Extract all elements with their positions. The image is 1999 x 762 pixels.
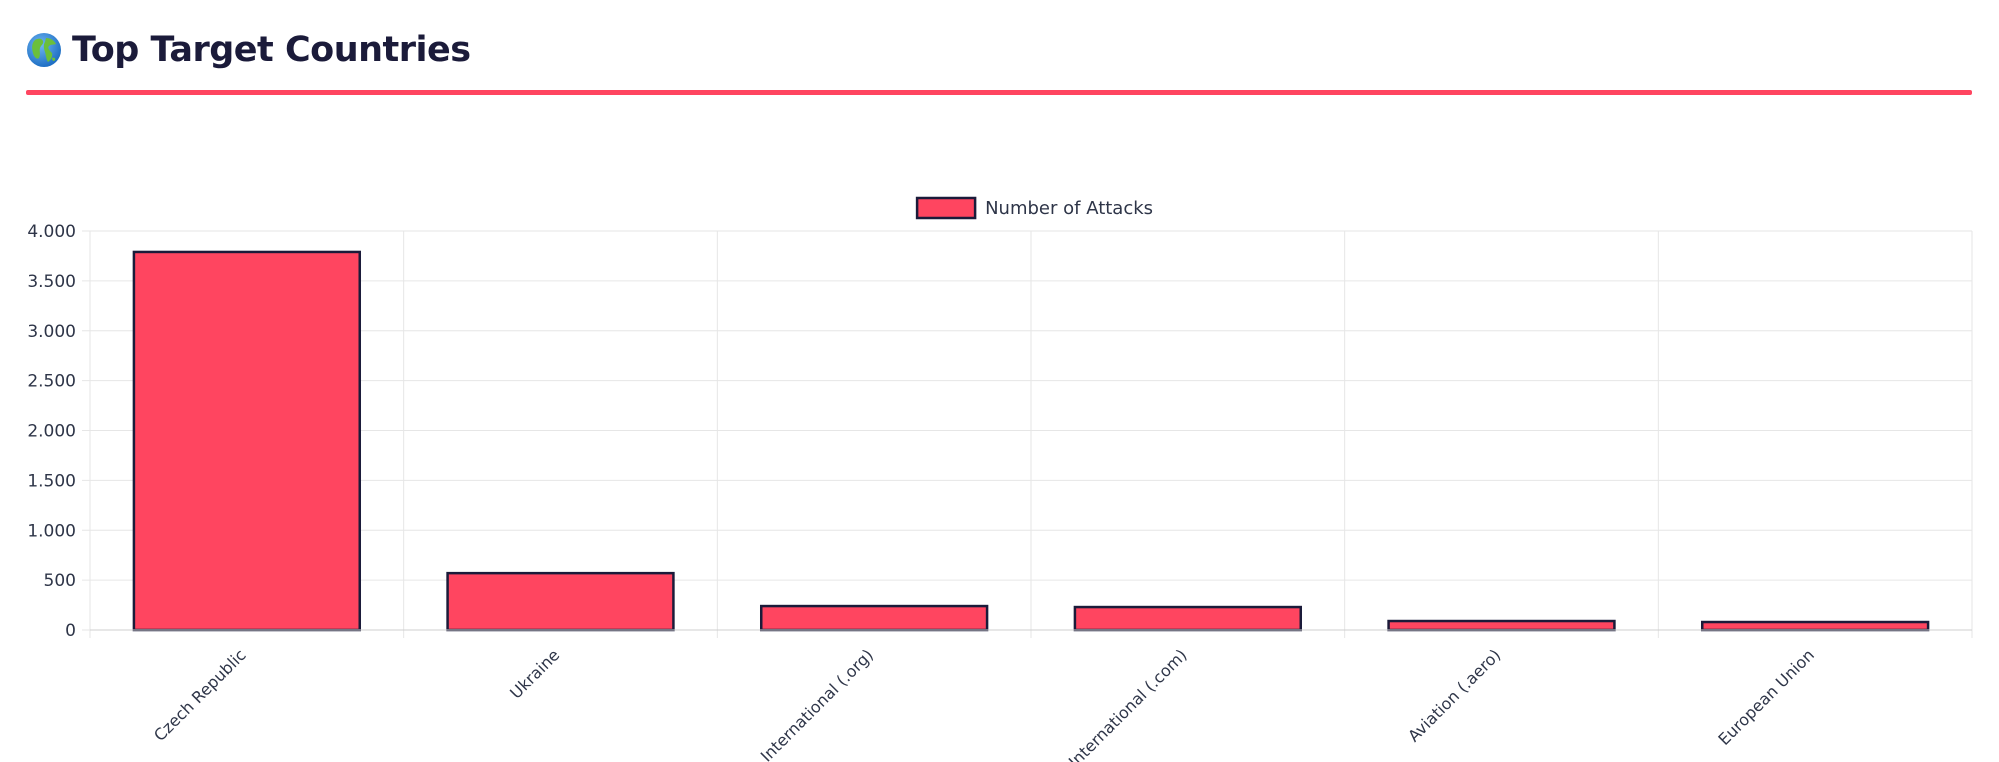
- bar: [1387, 619, 1616, 632]
- bar: [446, 571, 675, 632]
- legend-label: Number of Attacks: [985, 198, 1153, 219]
- page-title: Top Target Countries: [72, 30, 471, 70]
- y-tick-label: 3.000: [27, 322, 76, 342]
- bar: [132, 250, 362, 632]
- y-tick-label: 2.500: [27, 372, 76, 392]
- y-tick-label: 0: [65, 621, 76, 641]
- globe-icon: [27, 33, 61, 67]
- y-tick-label: 3.500: [27, 272, 76, 292]
- x-tick-label: Aviation (.aero): [1404, 645, 1504, 745]
- y-tick-label: 500: [44, 571, 76, 591]
- bars: [132, 250, 1930, 632]
- grid-lines: [82, 230, 1973, 638]
- bar: [759, 604, 989, 632]
- y-axis: 0 500 1.000 1.500 2.000 2.500 3.000 3.500 4.000: [27, 222, 76, 641]
- y-tick-label: 4.000: [27, 222, 76, 242]
- x-axis: Czech Republic Ukraine International (.org…: [90, 629, 1972, 762]
- bar: [1073, 605, 1303, 632]
- legend: Number of Attacks: [915, 196, 1153, 220]
- title-underline: [26, 90, 1972, 95]
- bar: [1700, 620, 1930, 632]
- y-tick-label: 1.500: [27, 471, 76, 491]
- x-tick-label: European Union: [1714, 645, 1818, 749]
- y-tick-label: 1.000: [27, 521, 76, 541]
- header: Top Target Countries: [26, 22, 471, 78]
- legend-swatch: [915, 196, 977, 220]
- x-tick-label: Czech Republic: [150, 645, 250, 745]
- x-tick-label: International (.com): [1065, 645, 1191, 762]
- y-tick-label: 2.000: [27, 422, 76, 442]
- x-tick-label: Ukraine: [506, 645, 563, 702]
- x-tick-label: International (.org): [757, 645, 877, 762]
